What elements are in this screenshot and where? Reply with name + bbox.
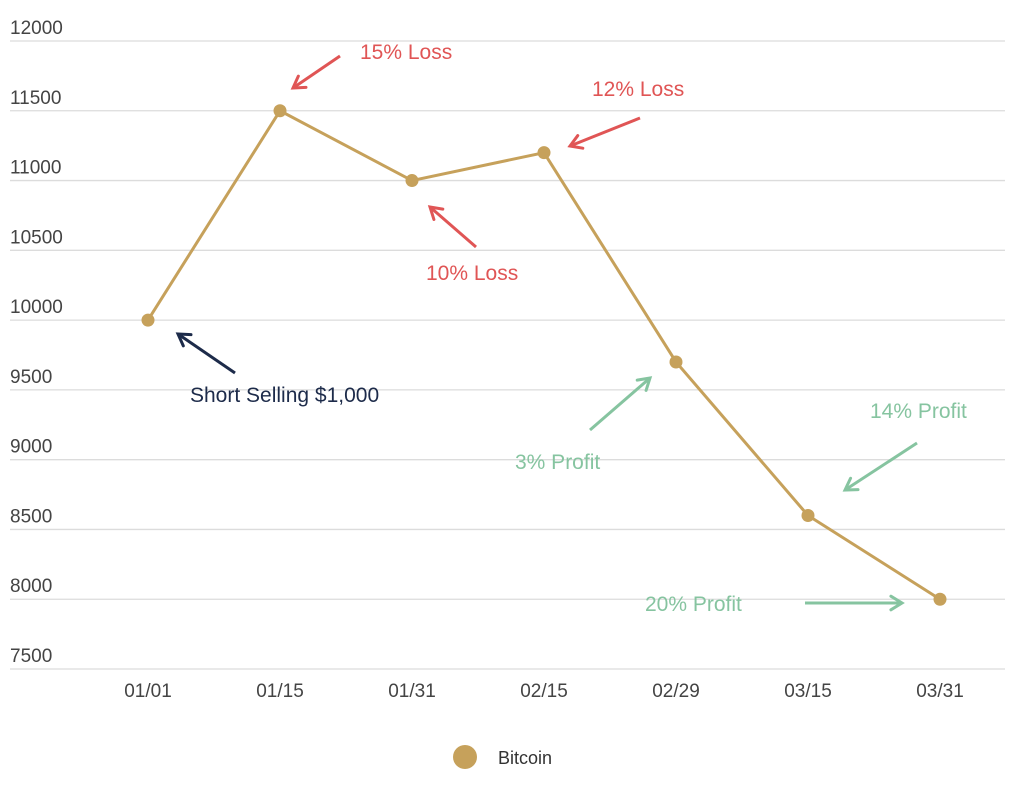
arrowhead-icon [842,476,860,492]
series-line [146,108,941,601]
annotation-arrow [177,332,236,375]
y-tick-label: 7500 [10,646,52,667]
x-tick-label: 02/15 [520,681,568,702]
y-tick-label: 11000 [10,158,61,179]
data-point[interactable] [537,146,551,160]
x-tick-label: 01/01 [124,681,172,702]
arrowhead-icon [175,332,193,348]
arrowhead-icon [635,376,653,392]
y-tick-label: 9000 [10,437,52,458]
y-tick-label: 10500 [10,227,63,248]
data-point[interactable] [933,592,947,606]
annotation-label: Short Selling $1,000 [190,384,379,407]
y-tick-label: 8500 [10,506,52,527]
arrowhead-icon [290,74,308,90]
x-tick-label: 01/31 [388,681,436,702]
legend-marker[interactable] [453,745,477,769]
legend-label[interactable]: Bitcoin [498,748,552,768]
annotation-label: 12% Loss [592,78,684,101]
arrowhead-icon [567,134,585,150]
annotation-label: 10% Loss [426,262,518,285]
x-tick-label: 03/15 [784,681,832,702]
data-point[interactable] [405,174,419,188]
x-tick-label: 01/15 [256,681,304,702]
data-point[interactable] [801,508,815,522]
annotation-label: 20% Profit [645,593,742,616]
annotation-label: 14% Profit [870,400,967,423]
data-point[interactable] [273,104,287,118]
annotation-arrow [844,441,918,492]
x-tick-label: 03/31 [916,681,964,702]
y-tick-label: 10000 [10,297,63,318]
data-point[interactable] [141,313,155,327]
y-tick-label: 9500 [10,367,52,388]
y-tick-label: 11500 [10,88,61,109]
annotation-arrow [589,376,651,432]
data-point[interactable] [669,355,683,369]
y-tick-label: 8000 [10,576,52,597]
annotation-arrow [429,205,477,249]
x-tick-label: 02/29 [652,681,700,702]
annotation-arrow [292,54,341,90]
arrowhead-icon [427,205,445,221]
y-tick-label: 12000 [10,18,63,39]
annotation-label: 3% Profit [515,451,600,474]
annotation-label: 15% Loss [360,41,452,64]
arrowhead-icon [889,594,905,612]
annotation-arrow [569,116,641,148]
